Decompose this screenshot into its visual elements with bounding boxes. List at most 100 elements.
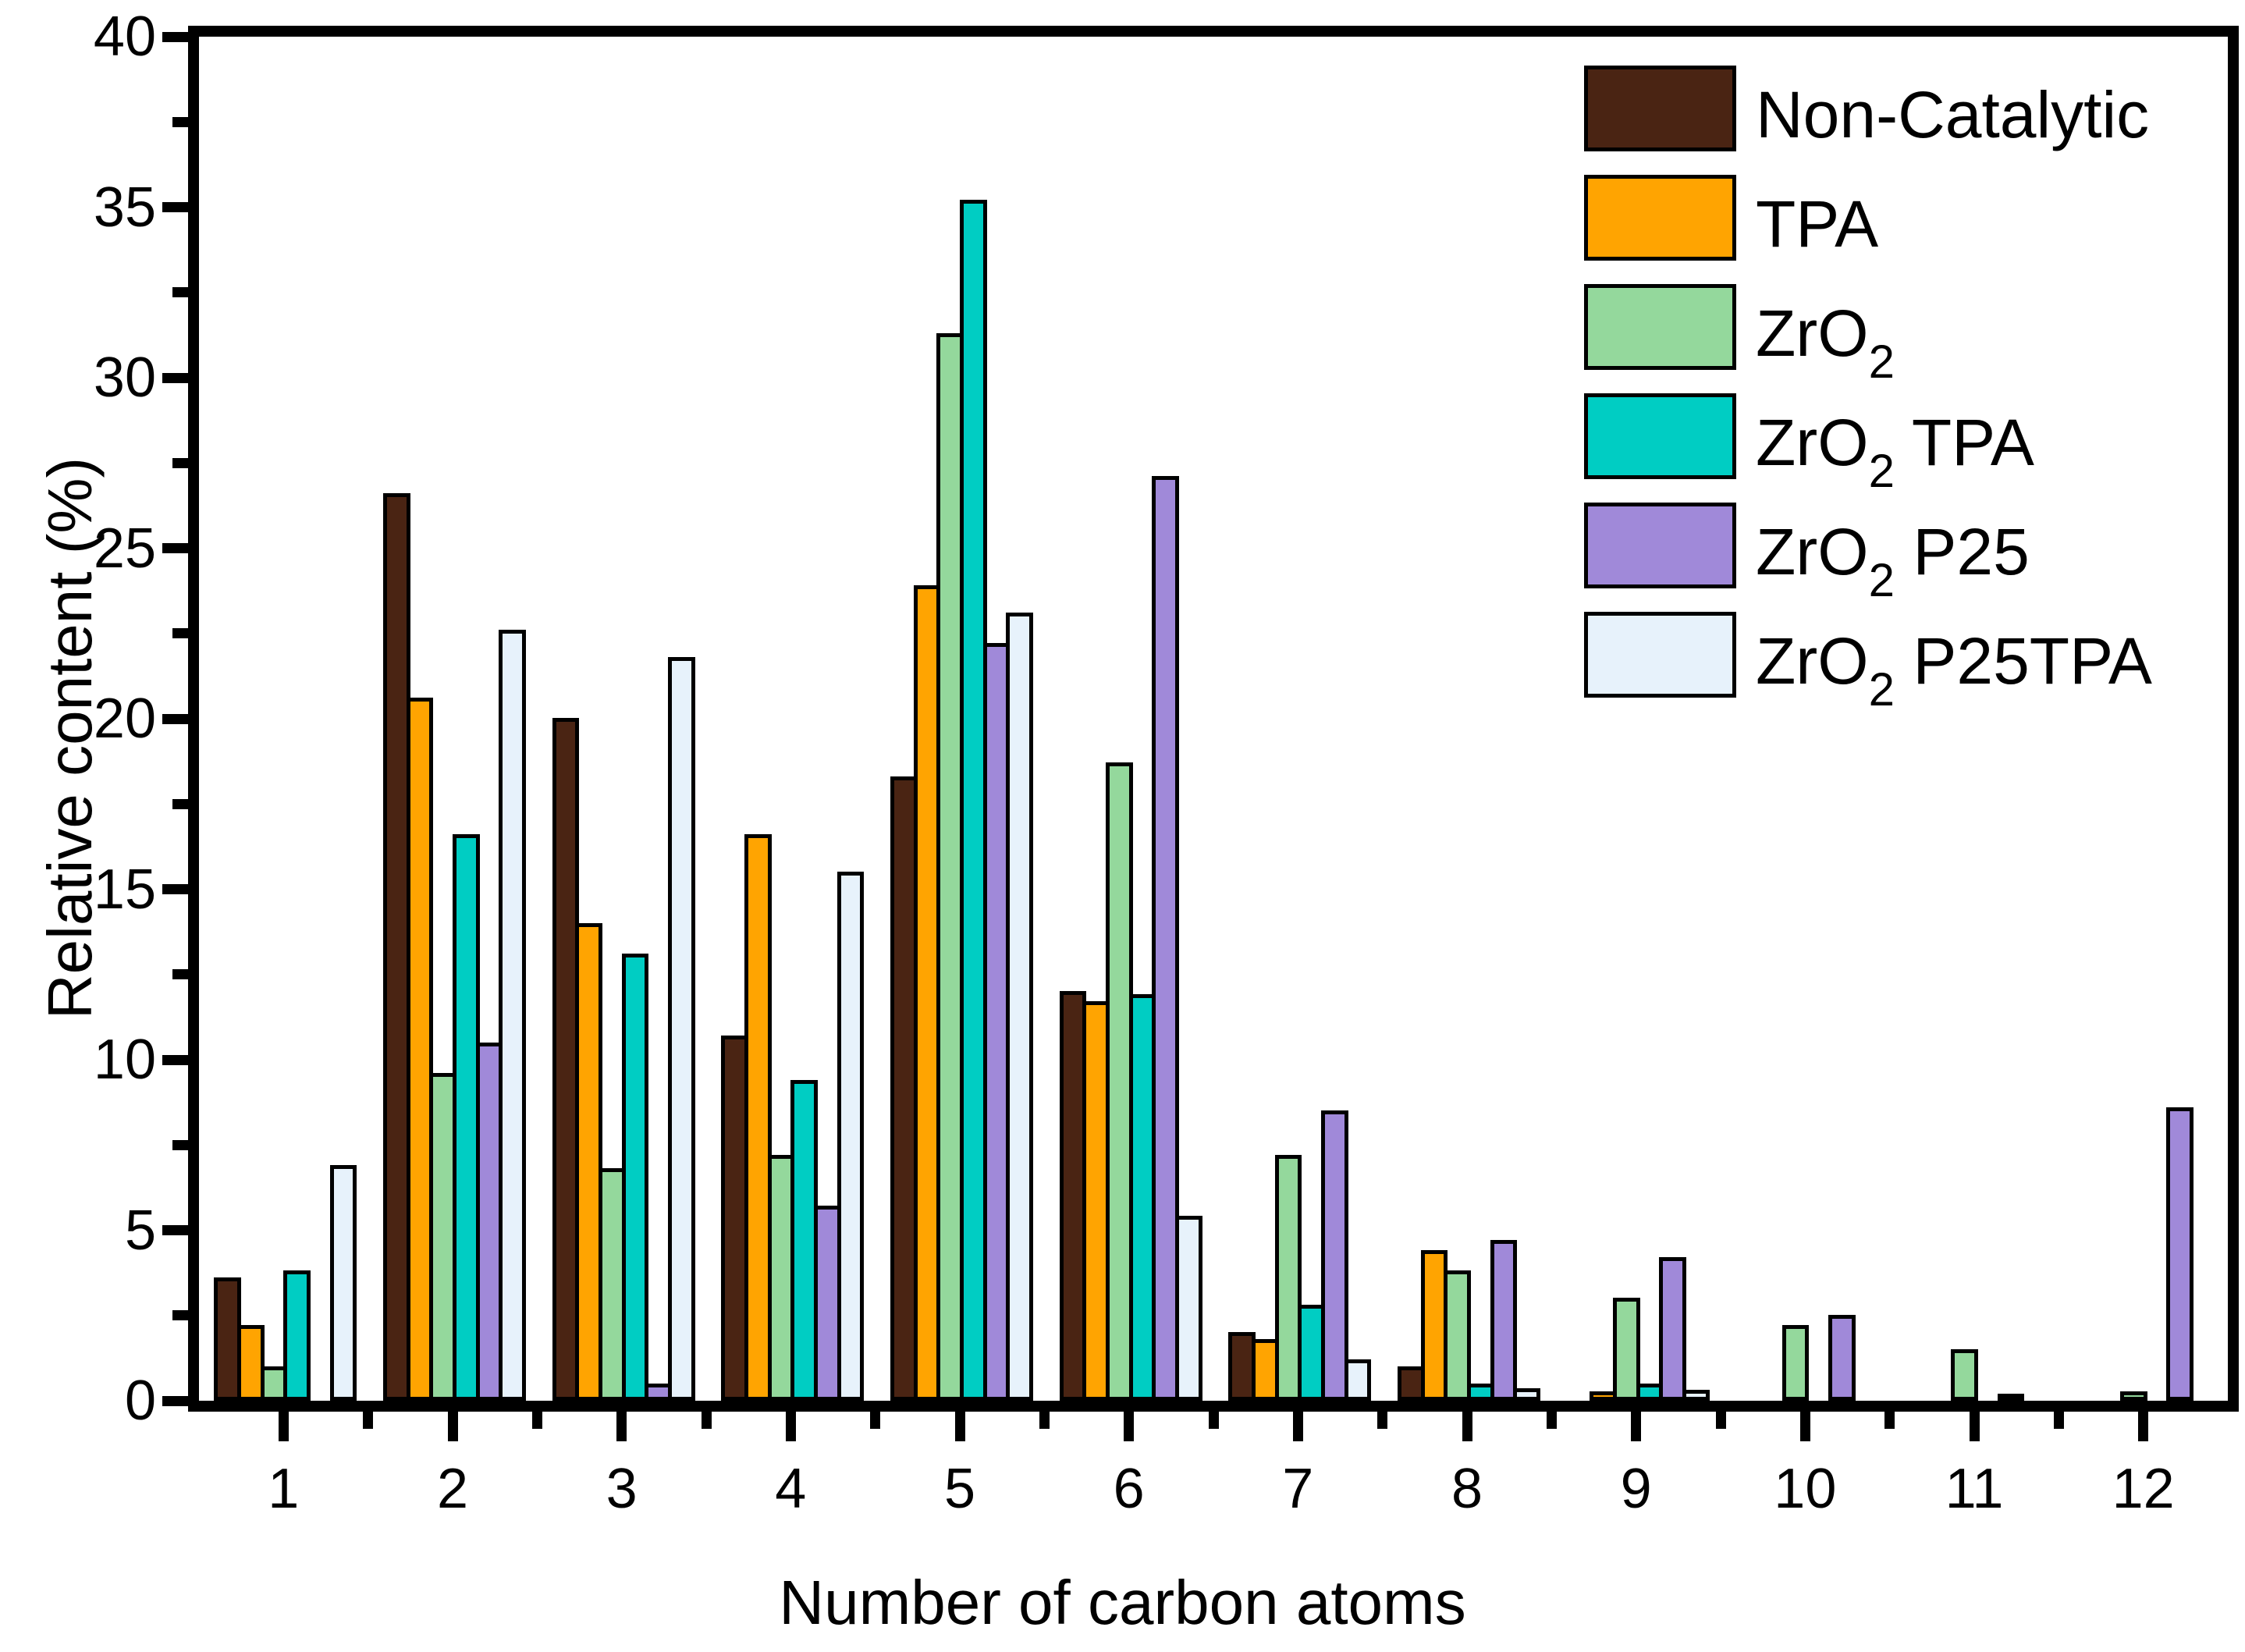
x-tick-label: 9 — [1620, 1458, 1652, 1520]
x-tick-label: 3 — [606, 1458, 638, 1520]
x-minor-tick — [531, 1412, 542, 1429]
bar-zro2-tpa-c4 — [790, 1079, 819, 1401]
bar-zro2-c10 — [1781, 1325, 1810, 1401]
bar-zro2-c8 — [1444, 1270, 1471, 1401]
x-major-tick — [616, 1412, 627, 1441]
bar-zro2-c4 — [767, 1154, 795, 1401]
legend-item-label: ZrO2 P25TPA — [1756, 624, 2152, 716]
x-tick-label: 11 — [1945, 1458, 2004, 1520]
x-minor-tick — [1377, 1412, 1388, 1429]
legend-item-label: Non-Catalytic — [1756, 78, 2150, 151]
bar-zro2-p25tpa-c2 — [499, 629, 527, 1401]
bar-zro2-p25tpa-c7 — [1344, 1359, 1372, 1401]
legend-item-label: ZrO2 TPA — [1756, 406, 2034, 497]
bar-zro2-c11 — [1951, 1348, 1978, 1401]
bar-zro2-c9 — [1612, 1298, 1640, 1401]
bar-zro2-tpa-c1 — [283, 1270, 311, 1401]
x-major-tick — [1631, 1412, 1642, 1441]
bar-zro2-p25-c4 — [814, 1206, 841, 1401]
y-tick-label: 10 — [93, 1029, 156, 1091]
x-major-tick — [785, 1412, 796, 1441]
y-tick-label: 5 — [124, 1199, 156, 1262]
x-minor-tick — [2053, 1412, 2064, 1429]
bar-zro2-tpa-c6 — [1128, 994, 1156, 1401]
bar-zro2-c7 — [1274, 1154, 1302, 1401]
legend-item-tpa: TPA — [1584, 175, 2224, 261]
x-tick-label: 6 — [1113, 1458, 1145, 1520]
y-tick-label: 30 — [93, 346, 156, 409]
x-minor-tick — [1039, 1412, 1050, 1429]
bar-tpa-c4 — [744, 833, 772, 1401]
x-minor-tick — [1208, 1412, 1219, 1429]
plot-area — [188, 26, 2239, 1412]
x-tick-label: 8 — [1451, 1458, 1483, 1520]
legend-swatch-non-catalytic-icon — [1584, 66, 1736, 151]
legend-swatch-zro2-p25-icon — [1584, 503, 1736, 588]
legend-item-label: ZrO2 — [1756, 297, 1895, 388]
bar-zro2-p25-c10 — [1828, 1315, 1856, 1401]
bar-zro2-p25tpa-c6 — [1175, 1216, 1202, 1401]
bar-zro2-p25-c12 — [2166, 1107, 2194, 1401]
y-tick-label: 40 — [93, 5, 156, 68]
legend-swatch-zro2-icon — [1584, 284, 1736, 370]
y-major-tick — [162, 202, 188, 212]
y-axis-title: Relative content (%) — [35, 457, 105, 1020]
y-tick-label: 15 — [93, 858, 156, 921]
y-minor-tick — [172, 969, 188, 980]
bar-zro2-p25tpa-c4 — [837, 872, 865, 1401]
legend-item-zro2-tpa: ZrO2 TPA — [1584, 393, 2224, 495]
bar-tpa-c3 — [575, 922, 602, 1401]
x-minor-tick — [701, 1412, 712, 1429]
bar-zro2-c12 — [2119, 1391, 2147, 1401]
legend-item-zro2-p25tpa: ZrO2 P25TPA — [1584, 612, 2224, 713]
y-major-tick — [162, 713, 188, 724]
x-tick-label: 5 — [943, 1458, 976, 1520]
x-minor-tick — [1546, 1412, 1557, 1429]
x-major-tick — [278, 1412, 289, 1441]
x-tick-label: 2 — [436, 1458, 469, 1520]
y-tick-label: 20 — [93, 687, 156, 750]
bar-zro2-p25-c9 — [1659, 1256, 1687, 1401]
y-major-tick — [162, 1054, 188, 1065]
x-tick-label: 10 — [1774, 1458, 1837, 1520]
y-major-tick — [162, 543, 188, 553]
y-major-tick — [162, 1225, 188, 1235]
bar-tpa-c1 — [236, 1325, 265, 1401]
x-tick-label: 12 — [2112, 1458, 2175, 1520]
y-tick-label: 0 — [124, 1370, 156, 1432]
y-minor-tick — [172, 457, 188, 468]
legend-swatch-tpa-icon — [1584, 175, 1736, 261]
x-axis-title: Number of carbon atoms — [779, 1568, 1466, 1637]
x-tick-label: 1 — [268, 1458, 300, 1520]
legend-swatch-zro2-tpa-icon — [1584, 393, 1736, 479]
legend-item-non-catalytic: Non-Catalytic — [1584, 66, 2224, 151]
y-minor-tick — [172, 287, 188, 298]
x-major-tick — [1292, 1412, 1303, 1441]
x-major-tick — [447, 1412, 458, 1441]
bar-zro2-c2 — [429, 1072, 456, 1401]
bar-zro2-p25tpa-c3 — [668, 656, 695, 1401]
x-major-tick — [1124, 1412, 1135, 1441]
y-minor-tick — [172, 116, 188, 127]
bar-tpa-c2 — [406, 698, 434, 1401]
y-major-tick — [162, 884, 188, 894]
y-minor-tick — [172, 1310, 188, 1321]
x-tick-label: 7 — [1282, 1458, 1314, 1520]
legend-item-zro2-p25: ZrO2 P25 — [1584, 503, 2224, 604]
x-tick-label: 4 — [775, 1458, 807, 1520]
x-major-tick — [1462, 1412, 1472, 1441]
bar-zro2-p25tpa-c8 — [1513, 1388, 1541, 1401]
bar-zro2-p25-c11 — [1997, 1393, 2025, 1402]
x-minor-tick — [1884, 1412, 1895, 1429]
y-major-tick — [162, 372, 188, 383]
bar-zro2-p25-c8 — [1490, 1239, 1518, 1401]
y-tick-label: 25 — [93, 517, 156, 580]
x-major-tick — [954, 1412, 965, 1441]
bar-zro2-p25-c7 — [1321, 1110, 1348, 1401]
y-major-tick — [162, 1395, 188, 1406]
bar-zro2-tpa-c3 — [621, 953, 649, 1401]
y-major-tick — [162, 31, 188, 42]
y-minor-tick — [172, 798, 188, 809]
y-minor-tick — [172, 1139, 188, 1150]
